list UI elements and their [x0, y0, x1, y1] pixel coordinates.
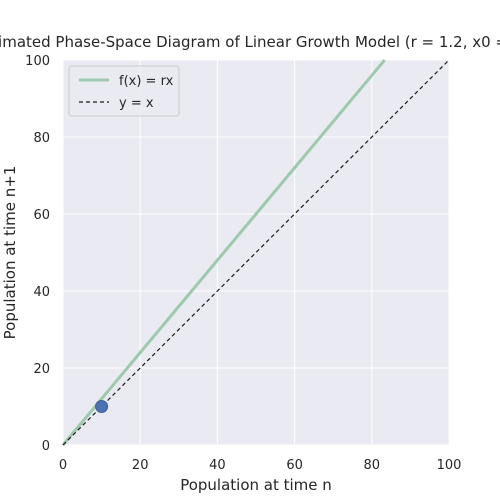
points-layer: [95, 400, 109, 413]
y-tick-label: 0: [42, 439, 50, 454]
y-tick-label: 60: [33, 208, 50, 223]
chart-title: Animated Phase-Space Diagram of Linear G…: [0, 33, 500, 51]
x-tick-label: 20: [132, 458, 149, 473]
x-tick-label: 40: [209, 458, 226, 473]
legend-label: y = x: [119, 96, 154, 111]
series-line: [61, 59, 386, 446]
x-tick-label: 0: [59, 458, 67, 473]
legend: f(x) = rx y = x: [68, 65, 180, 117]
grid: [62, 59, 450, 446]
legend-label: f(x) = rx: [119, 74, 174, 89]
y-tick-label: 80: [33, 131, 50, 146]
y-tick-label: 100: [25, 54, 50, 69]
x-tick-label: 100: [437, 458, 462, 473]
x-tick-label: 60: [286, 458, 303, 473]
data-point: [95, 400, 109, 413]
series-layer: [61, 59, 450, 446]
y-tick-label: 40: [33, 285, 50, 300]
plot-area: [63, 60, 449, 445]
ticks: 0 20 40 60 80 100 0 20 40 60 80 100: [25, 54, 461, 473]
x-axis-label: Population at time n: [180, 476, 332, 494]
y-axis-label: Population at time n+1: [1, 166, 19, 340]
y-tick-label: 20: [33, 362, 50, 377]
x-tick-label: 80: [364, 458, 381, 473]
